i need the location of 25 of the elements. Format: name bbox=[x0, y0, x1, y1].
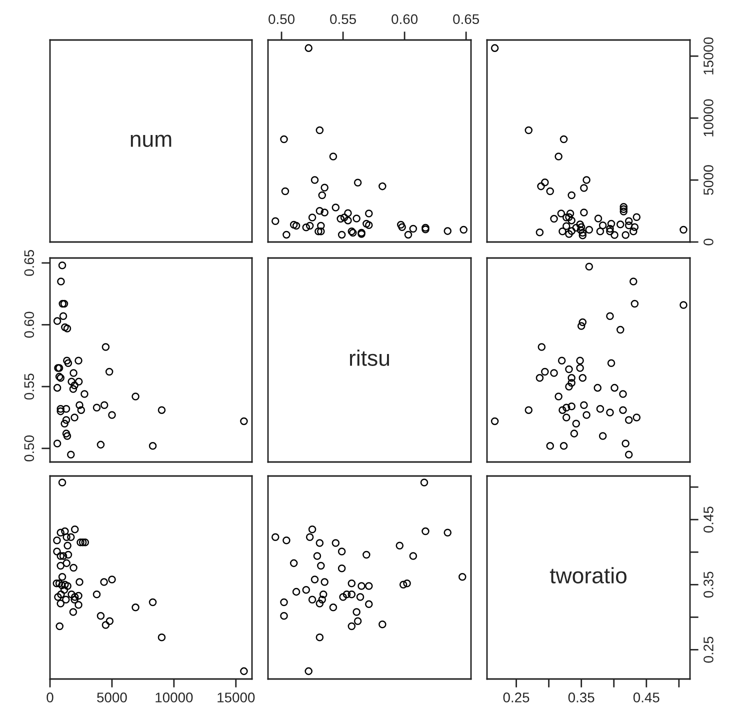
x-tick-label: 0.50 bbox=[268, 14, 295, 24]
y-tick-label: 5000 bbox=[704, 165, 714, 195]
text: ritsu bbox=[350, 350, 390, 366]
x-tick-label: 5000 bbox=[97, 692, 127, 702]
y-tick-label: 15000 bbox=[704, 37, 714, 74]
y-tick-label: 0.65 bbox=[24, 250, 34, 276]
x-tick-label: 0.35 bbox=[568, 692, 594, 702]
x-tick-label: 10000 bbox=[156, 692, 193, 702]
x-tick-label: 0.25 bbox=[503, 692, 530, 702]
y-tick-label: 0 bbox=[704, 238, 714, 246]
y-tick-label: 0.60 bbox=[24, 312, 34, 338]
text: num bbox=[130, 134, 172, 147]
x-tick-label: 15000 bbox=[218, 692, 255, 702]
x-tick-label: 0.45 bbox=[633, 692, 660, 702]
x-tick-label: 0 bbox=[46, 692, 54, 702]
y-tick-label: 10000 bbox=[704, 99, 714, 136]
y-tick-label: 0.50 bbox=[24, 435, 34, 462]
y-tick-label: 0.45 bbox=[704, 506, 714, 533]
y-tick-label: 0.35 bbox=[704, 572, 714, 598]
x-tick-label: 0.65 bbox=[453, 14, 480, 24]
x-tick-label: 0.55 bbox=[330, 14, 356, 24]
annotation: tworatio bbox=[550, 567, 626, 584]
x-tick-label: 0.60 bbox=[392, 14, 418, 24]
y-tick-label: 0.25 bbox=[704, 636, 714, 663]
y-tick-label: 0.55 bbox=[24, 374, 34, 400]
